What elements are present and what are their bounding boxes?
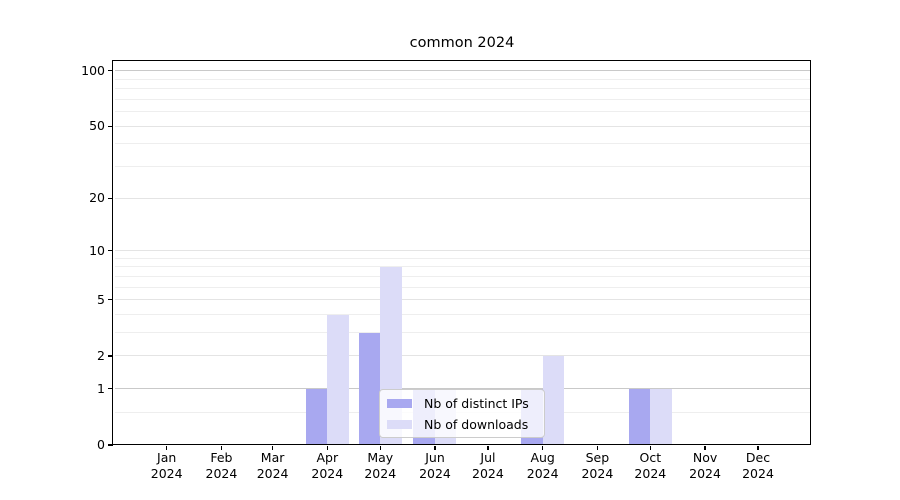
gridline-y-5	[114, 299, 811, 301]
x-tick-label-jul: Jul 2024	[456, 450, 520, 481]
gridline-y-3	[114, 332, 811, 334]
x-tick-jul	[487, 445, 489, 450]
x-tick-year: 2024	[472, 465, 504, 481]
x-tick-may	[379, 445, 381, 450]
y-tick-20	[108, 197, 113, 199]
y-tick-label-50: 50	[89, 118, 105, 134]
y-tick-label-2: 2	[97, 347, 105, 363]
x-tick-year: 2024	[581, 465, 614, 481]
gridline-y-70	[114, 98, 811, 100]
x-tick-month: Jul	[480, 450, 496, 465]
x-tick-dec	[757, 445, 759, 450]
bar-distinct-ips-oct	[628, 388, 651, 445]
gridline-y-60	[114, 111, 811, 113]
y-tick-5	[108, 299, 113, 301]
legend: Nb of distinct IPs Nb of downloads	[379, 389, 545, 438]
y-tick-1	[108, 388, 113, 390]
x-tick-jun	[434, 445, 436, 450]
y-tick-0	[108, 444, 113, 446]
x-tick-nov	[704, 445, 706, 450]
gridline-y-9	[114, 257, 811, 259]
y-tick-label-5: 5	[97, 291, 105, 307]
gridline-y-1	[114, 388, 811, 390]
x-tick-month: Feb	[210, 450, 233, 465]
y-tick-label-100: 100	[81, 62, 105, 78]
x-tick-oct	[649, 445, 651, 450]
legend-swatch-distinct-ips-icon	[387, 398, 412, 408]
x-tick-apr	[326, 445, 328, 450]
x-tick-label-dec: Dec 2024	[726, 450, 790, 481]
legend-entry-distinct-ips: Nb of distinct IPs	[387, 396, 538, 411]
gridline-y-80	[114, 88, 811, 90]
x-tick-year: 2024	[205, 465, 238, 481]
x-tick-month: Dec	[745, 450, 771, 465]
x-tick-year: 2024	[634, 465, 667, 481]
legend-label-distinct-ips: Nb of distinct IPs	[424, 395, 529, 411]
x-tick-year: 2024	[419, 465, 451, 481]
x-tick-month: Apr	[316, 450, 339, 465]
x-tick-year: 2024	[742, 465, 774, 481]
y-tick-50	[108, 125, 113, 127]
gridline-y-6	[114, 286, 811, 288]
plot-border	[112, 60, 811, 445]
x-tick-jan	[166, 445, 168, 450]
x-tick-label-jan: Jan 2024	[135, 450, 199, 481]
x-tick-month: Aug	[530, 450, 555, 465]
x-tick-month: Mar	[260, 450, 285, 465]
x-tick-label-nov: Nov 2024	[673, 450, 737, 481]
x-tick-month: Jan	[157, 450, 177, 465]
legend-entry-downloads: Nb of downloads	[387, 417, 538, 432]
x-tick-label-aug: Aug 2024	[511, 450, 575, 481]
gridline-y-10	[114, 250, 811, 252]
x-tick-label-oct: Oct 2024	[618, 450, 682, 481]
y-tick-label-20: 20	[89, 190, 105, 206]
bar-distinct-ips-apr	[305, 388, 328, 445]
x-tick-month: May	[367, 450, 394, 465]
chart-title: common 2024	[409, 35, 515, 51]
x-tick-label-apr: Apr 2024	[295, 450, 359, 481]
bar-distinct-ips-may	[358, 332, 381, 445]
gridline-y-20	[114, 197, 811, 199]
x-tick-year: 2024	[311, 465, 344, 481]
gridline-y-4	[114, 314, 811, 315]
x-tick-month: Sep	[585, 450, 610, 465]
y-tick-10	[108, 249, 113, 252]
gridline-y-40	[114, 143, 811, 145]
x-tick-mar	[271, 445, 274, 450]
x-tick-aug	[542, 445, 544, 450]
x-tick-label-sep: Sep 2024	[565, 450, 629, 481]
x-tick-month: Nov	[692, 450, 718, 465]
bar-downloads-aug	[542, 355, 565, 445]
x-tick-month: Oct	[639, 450, 662, 465]
legend-swatch-downloads-icon	[387, 419, 412, 429]
y-tick-2	[108, 355, 113, 357]
x-tick-label-feb: Feb 2024	[189, 450, 253, 481]
x-tick-year: 2024	[364, 465, 397, 481]
x-tick-year: 2024	[526, 465, 559, 481]
bar-downloads-oct	[650, 388, 672, 445]
x-tick-year: 2024	[689, 465, 721, 481]
gridline-y-90	[114, 78, 811, 80]
gridline-y-8	[114, 266, 811, 268]
x-tick-year: 2024	[150, 465, 183, 481]
gridline-y-7	[114, 275, 811, 277]
bar-downloads-apr	[327, 314, 349, 445]
x-tick-label-mar: Mar 2024	[241, 450, 305, 481]
y-tick-100	[108, 70, 113, 72]
x-tick-month: Jun	[425, 450, 445, 465]
x-tick-feb	[220, 445, 223, 450]
gridline-y-100	[114, 70, 811, 72]
x-tick-sep	[596, 445, 599, 450]
y-tick-label-0: 0	[97, 437, 105, 452]
gridline-y-30	[114, 166, 811, 168]
x-tick-label-may: May 2024	[348, 450, 412, 481]
y-tick-label-10: 10	[89, 242, 105, 258]
y-tick-label-1: 1	[97, 380, 105, 396]
legend-label-downloads: Nb of downloads	[424, 416, 529, 432]
gridline-y-50	[114, 125, 811, 127]
x-tick-year: 2024	[256, 465, 289, 481]
gridline-y-2	[114, 355, 811, 357]
x-tick-label-jun: Jun 2024	[403, 450, 467, 481]
